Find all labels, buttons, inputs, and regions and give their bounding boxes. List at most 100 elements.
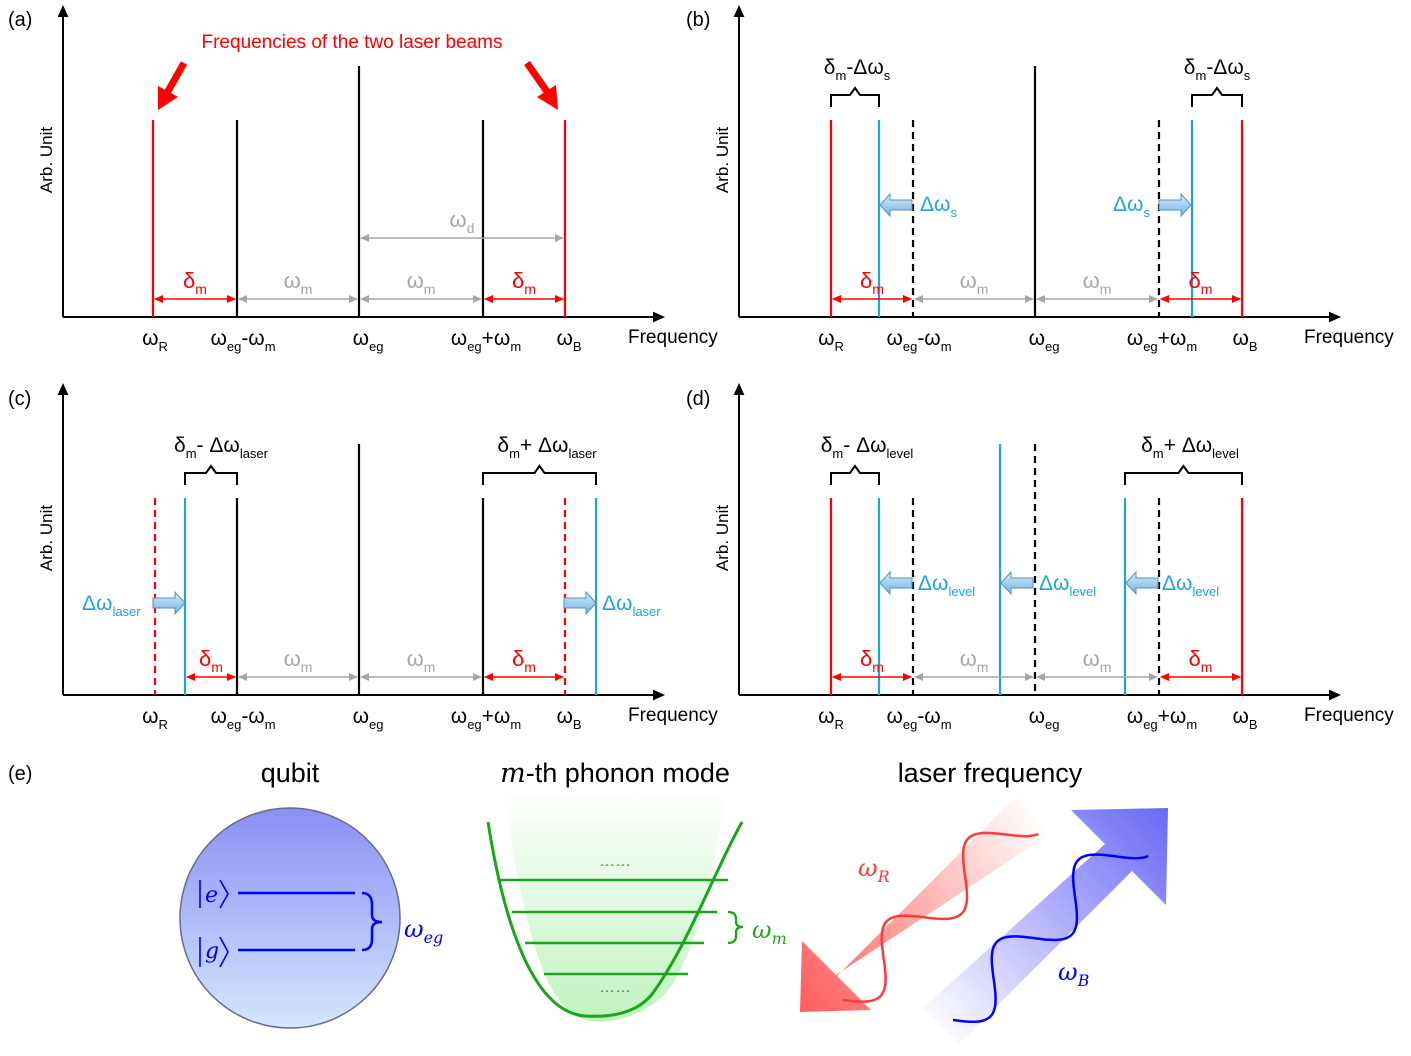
panel-c-omega-m-right-head-right bbox=[473, 672, 482, 682]
panel-d-tick-label-3: ωeg+ωm bbox=[1127, 705, 1197, 732]
panel-d-shift-arrow-3 bbox=[1125, 570, 1159, 596]
panel-b-bracket-right-label: δm-Δωs bbox=[1184, 56, 1251, 83]
panel-d-delta-left-head-left bbox=[832, 672, 841, 682]
panel-d-y-axis-arrow bbox=[733, 383, 745, 395]
panel-d-shift-label-1: Δωlevel bbox=[918, 572, 975, 599]
blue-laser-wave bbox=[952, 853, 1149, 1024]
lower-dots: …… bbox=[599, 979, 631, 996]
panel-c-shift-label-right: Δωlaser bbox=[602, 592, 661, 619]
panel-b-delta-left-head-left bbox=[832, 294, 841, 304]
panel-b-omega-m-left-label: ωm bbox=[960, 268, 989, 297]
panel-b-tick-label-4: ωB bbox=[1232, 327, 1257, 354]
omega-B-label: ωB bbox=[1058, 958, 1090, 990]
panel-b-delta-left-label: δm bbox=[860, 268, 884, 297]
panel-c-x-axis-arrow bbox=[653, 689, 665, 701]
panel-d-omega-m-right-label: ωm bbox=[1083, 646, 1112, 675]
panel-a-pointer-left-head bbox=[158, 86, 178, 110]
panel-a-tick-label-1: ωeg-ωm bbox=[210, 327, 275, 354]
red-laser-wave bbox=[842, 831, 1039, 1003]
panel-c-tick-label-3: ωeg+ωm bbox=[451, 705, 521, 732]
panel-d-tick-label-1: ωeg-ωm bbox=[886, 705, 951, 732]
panel-c-omega-m-right-head-left bbox=[360, 672, 369, 682]
panel-a-pointer-left-shaft bbox=[163, 61, 188, 95]
panel-a-omega-d-head-right bbox=[555, 233, 564, 243]
panel-d-tick-label-4: ωB bbox=[1232, 705, 1257, 732]
phonon-title-rest: -th phonon mode bbox=[526, 758, 730, 788]
panel-c-omega-m-right-label: ωm bbox=[407, 646, 436, 675]
panel-d-omega-m-left-head-left bbox=[914, 672, 923, 682]
panel-a-delta-right-head-right bbox=[555, 294, 564, 304]
panel-a-tick-label-2: ωeg bbox=[353, 327, 384, 354]
panel-c-omega-m-left-head-left bbox=[238, 672, 247, 682]
energy-gap-brace bbox=[361, 891, 383, 952]
panel-a-y-axis-arrow bbox=[57, 5, 69, 17]
qubit-title: qubit bbox=[261, 758, 320, 788]
panel-c-delta-left-head-right bbox=[227, 672, 236, 682]
panel-c-delta-left-label: δm bbox=[199, 646, 223, 675]
panel-label-b: (b) bbox=[686, 9, 710, 31]
panel-d-tick-label-0: ωR bbox=[818, 705, 844, 732]
ket-g: g bbox=[199, 936, 229, 968]
panel-c-shift-label-left: Δωlaser bbox=[82, 592, 141, 619]
panel-b-tick-label-1: ωeg-ωm bbox=[886, 327, 951, 354]
panel-a-omega-m-right-head-left bbox=[360, 294, 369, 304]
panel-b-omega-m-right-label: ωm bbox=[1083, 268, 1112, 297]
omega-m-label: ωm bbox=[752, 916, 787, 948]
panel-c-delta-right-head-right bbox=[555, 672, 564, 682]
panel-label-a: (a) bbox=[8, 9, 32, 31]
panel-b-tick-label-0: ωR bbox=[818, 327, 844, 354]
panel-a-tick-label-3: ωeg+ωm bbox=[451, 327, 521, 354]
well-fill bbox=[503, 790, 725, 1022]
panel-label-d: (d) bbox=[686, 388, 710, 410]
panel-label-c: (c) bbox=[8, 388, 31, 410]
panel-c-delta-right-head-left bbox=[484, 672, 493, 682]
panel-b-omega-m-left-head-right bbox=[1025, 294, 1034, 304]
panel-d-delta-right-head-left bbox=[1160, 672, 1169, 682]
panel-a-annotation: Frequencies of the two laser beams bbox=[202, 32, 503, 53]
panel-b-omega-m-right-head-right bbox=[1149, 294, 1158, 304]
panel-d-omega-m-right-head-right bbox=[1149, 672, 1158, 682]
panel-c-delta-left-head-left bbox=[186, 672, 195, 682]
panel-b-shift-label-left: Δωs bbox=[920, 193, 957, 220]
ket-e: e bbox=[199, 879, 229, 909]
panel-d-brace-right bbox=[1124, 464, 1243, 485]
panel-d-delta-left-label: δm bbox=[860, 646, 884, 675]
panel-b-xlabel: Frequency bbox=[1304, 327, 1394, 348]
panel-b-bracket-left-label: δm-Δωs bbox=[824, 56, 891, 83]
panel-d-brace-left bbox=[830, 464, 880, 485]
panel-d-shift-label-2: Δωlevel bbox=[1039, 572, 1096, 599]
panel-c-bracket-left-label: δm- Δωlaser bbox=[174, 434, 269, 461]
panel-b-omega-m-left-head-left bbox=[914, 294, 923, 304]
panel-a-delta-left-label: δm bbox=[183, 268, 207, 297]
panel-d-delta-right-head-right bbox=[1232, 672, 1241, 682]
panel-a-delta-left-head-right bbox=[227, 294, 236, 304]
panel-b-ylabel: Arb. Unit bbox=[713, 127, 732, 193]
panel-a-delta-right-label: δm bbox=[512, 268, 536, 297]
panel-c-delta-right-label: δm bbox=[512, 646, 536, 675]
panel-a-omega-m-left-label: ωm bbox=[284, 268, 313, 297]
panel-d-shift-arrow-2 bbox=[1000, 570, 1034, 596]
panel-b-x-axis-arrow bbox=[1329, 311, 1341, 323]
spectra-panels: Arb. Unit Frequency ωR ωeg-ωm ωeg ωeg+ωm ωB δm ω… bbox=[37, 5, 1394, 732]
panel-c: Arb. Unit Frequency ωR ωeg-ωm ωeg ωeg+ωm ωB δm ω… bbox=[37, 383, 718, 732]
panel-d-bracket-left-label: δm- Δωlevel bbox=[821, 434, 914, 461]
panel-a-omega-m-left-head-right bbox=[349, 294, 358, 304]
qubit-sphere bbox=[179, 807, 401, 1029]
panel-c-brace-left bbox=[184, 464, 238, 485]
panel-d-delta-left-head-right bbox=[903, 672, 912, 682]
phonon-title: m-th phonon mode bbox=[500, 758, 730, 789]
panel-c-shift-arrow-right bbox=[563, 590, 597, 616]
panel-c-y-axis-arrow bbox=[57, 383, 69, 395]
panel-c-brace-right bbox=[482, 464, 597, 485]
panel-a-omega-m-right-head-right bbox=[473, 294, 482, 304]
panel-c-tick-label-4: ωB bbox=[556, 705, 581, 732]
laser-title: laser frequency bbox=[898, 758, 1083, 788]
panel-d-tick-label-2: ωeg bbox=[1029, 705, 1060, 732]
panel-a-pointer-right-shaft bbox=[524, 60, 551, 96]
svg-text:g: g bbox=[205, 939, 219, 964]
panel-d-omega-m-right-head-left bbox=[1036, 672, 1045, 682]
panel-a-ylabel: Arb. Unit bbox=[37, 127, 56, 193]
panel-d-x-axis-arrow bbox=[1329, 689, 1341, 701]
panel-b-y-axis-arrow bbox=[733, 5, 745, 17]
